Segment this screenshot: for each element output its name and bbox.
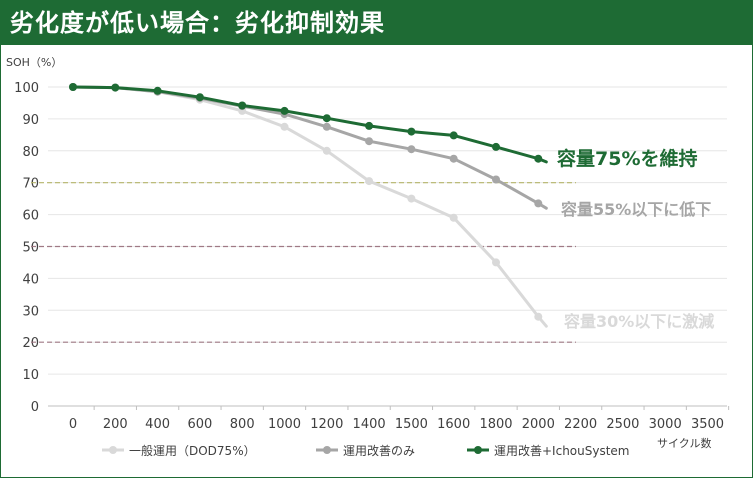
- data-point: [407, 194, 416, 203]
- y-tick-label: 0: [31, 400, 39, 415]
- series-annotation: 容量30%以下に激減: [563, 312, 714, 331]
- legend-label: 一般運用（DOD75%）: [129, 443, 256, 458]
- data-point: [322, 114, 331, 123]
- data-point: [280, 106, 289, 115]
- x-tick-label: 2200: [564, 417, 597, 432]
- legend-swatch-marker: [474, 446, 482, 454]
- x-tick-label: 3500: [691, 417, 724, 432]
- data-point: [365, 137, 374, 146]
- y-tick-label: 100: [14, 81, 39, 96]
- y-tick-label: 90: [22, 113, 39, 128]
- data-point: [322, 146, 331, 155]
- y-tick-label: 60: [22, 209, 39, 224]
- x-tick-label: 3000: [649, 417, 682, 432]
- legend-label: 運用改善+IchouSystem: [494, 443, 630, 458]
- x-tick-label: 1600: [437, 417, 470, 432]
- x-tick-label: 800: [230, 417, 255, 432]
- legend-label: 運用改善のみ: [343, 443, 415, 458]
- x-axis-title: サイクル数: [657, 437, 711, 450]
- data-point: [195, 93, 204, 102]
- y-tick-label: 20: [22, 336, 39, 351]
- data-point: [492, 142, 500, 151]
- x-tick-label: 1200: [310, 417, 343, 432]
- data-point: [153, 86, 162, 95]
- chart-title: 劣化度が低い場合：劣化抑制効果: [10, 9, 385, 37]
- header-bar: 劣化度が低い場合：劣化抑制効果: [1, 1, 752, 45]
- series-annotation: 容量55%以下に低下: [560, 200, 711, 219]
- data-point: [322, 122, 331, 131]
- y-tick-label: 30: [22, 304, 39, 319]
- x-tick-label: 400: [145, 417, 170, 432]
- y-tick-label: 70: [22, 177, 39, 192]
- x-tick-label: 2000: [522, 417, 555, 432]
- data-point: [365, 177, 374, 186]
- x-tick-label: 600: [187, 417, 212, 432]
- series-annotation: 容量75%を維持: [557, 147, 697, 170]
- y-axis-title: SOH（%）: [6, 56, 62, 69]
- data-point: [492, 258, 500, 267]
- data-point: [449, 131, 458, 140]
- series-line: [71, 85, 548, 210]
- data-point: [238, 101, 247, 110]
- x-tick-label: 1400: [353, 417, 386, 432]
- x-tick-label: 0: [69, 417, 77, 432]
- y-tick-label: 50: [22, 240, 39, 255]
- data-point: [407, 145, 416, 154]
- data-point: [69, 83, 77, 91]
- legend-swatch-marker: [323, 446, 331, 454]
- data-point: [492, 175, 500, 184]
- data-point: [280, 122, 289, 131]
- x-tick-label: 1500: [395, 417, 428, 432]
- y-tick-label: 40: [22, 272, 39, 287]
- x-tick-label: 200: [103, 417, 128, 432]
- y-tick-label: 10: [22, 368, 39, 383]
- data-point: [449, 154, 458, 163]
- data-point: [534, 154, 543, 163]
- data-point: [365, 121, 374, 130]
- legend-swatch-marker: [109, 446, 117, 454]
- x-tick-label: 1000: [268, 417, 301, 432]
- data-point: [407, 127, 416, 136]
- data-point: [111, 83, 120, 92]
- x-tick-label: 2500: [606, 417, 639, 432]
- y-tick-label: 80: [22, 145, 39, 160]
- data-point: [534, 199, 543, 208]
- x-tick-label: 1800: [479, 417, 512, 432]
- data-point: [449, 213, 458, 222]
- data-point: [534, 312, 543, 321]
